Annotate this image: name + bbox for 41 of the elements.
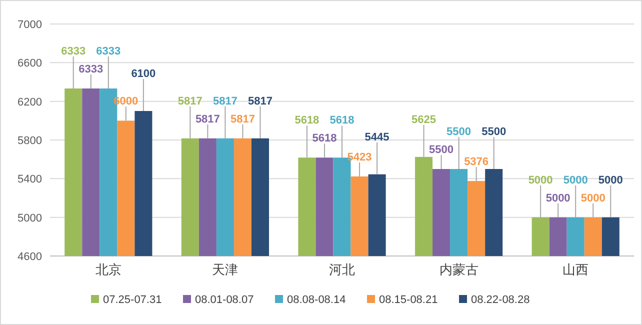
data-label: 5817 (212, 95, 238, 108)
data-label: 5625 (412, 114, 436, 126)
data-label: 6333 (96, 45, 121, 58)
y-tick-label: 4600 (18, 251, 42, 263)
data-label: 5000 (598, 174, 623, 186)
data-label: 5618 (312, 132, 337, 145)
y-tick-label: 5000 (18, 212, 42, 224)
legend-label: 08.22-08.28 (471, 294, 530, 306)
data-label: 5817 (178, 95, 202, 108)
data-label: 6100 (131, 68, 156, 80)
legend-label: 08.01-08.07 (195, 294, 254, 306)
data-label: 6333 (61, 45, 86, 58)
data-label: 5817 (248, 95, 272, 108)
y-tick-label: 5800 (18, 135, 42, 147)
data-label: 5000 (580, 192, 606, 204)
data-label: 5000 (528, 174, 553, 186)
legend-label: 08.15-08.21 (379, 294, 438, 306)
data-label: 5500 (446, 126, 472, 138)
data-label: 5376 (464, 156, 489, 168)
data-label: 5500 (482, 126, 506, 138)
y-tick-label: 6200 (18, 96, 42, 108)
data-label: 5000 (546, 192, 570, 204)
data-label: 5500 (429, 144, 454, 156)
data-label: 5618 (294, 114, 320, 127)
y-tick-label: 5400 (18, 174, 42, 186)
legend-label: 08.08-08.14 (287, 294, 346, 306)
data-label: 5618 (330, 114, 354, 127)
x-tick-label: 内蒙古 (439, 262, 478, 277)
y-tick-label: 7000 (18, 19, 42, 31)
x-tick-label: 山西 (562, 262, 589, 277)
y-tick-label: 6600 (18, 58, 42, 70)
data-label: 5445 (364, 131, 390, 144)
x-tick-label: 河北 (329, 262, 355, 277)
data-label: 5000 (563, 174, 588, 186)
data-label: 6333 (78, 63, 104, 76)
x-tick-label: 天津 (212, 262, 238, 277)
data-label: 5817 (230, 113, 255, 126)
x-tick-label: 北京 (95, 262, 122, 277)
data-label: 5817 (195, 113, 220, 126)
legend-label: 07.25-07.31 (103, 294, 162, 306)
data-label: 5423 (347, 151, 372, 164)
